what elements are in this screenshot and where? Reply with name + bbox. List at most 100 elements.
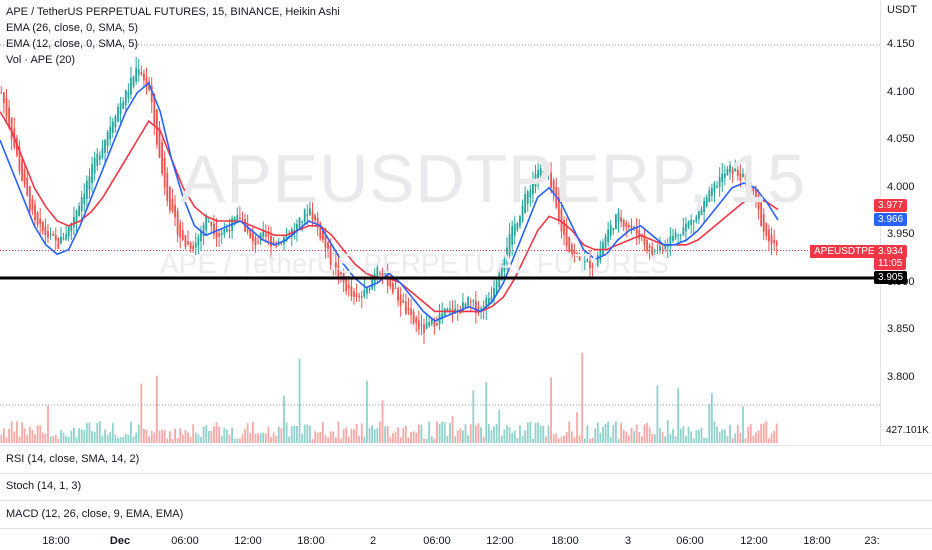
volume-bar bbox=[638, 432, 641, 443]
candle-body bbox=[519, 216, 521, 227]
candle-body bbox=[423, 324, 425, 333]
volume-bar bbox=[565, 432, 568, 443]
candle-body bbox=[28, 186, 31, 212]
volume-bar bbox=[44, 433, 47, 443]
volume-bar bbox=[526, 422, 529, 443]
candle-body bbox=[391, 282, 394, 293]
stoch-label[interactable]: Stoch (14, 1, 3) bbox=[6, 480, 82, 492]
volume-bar bbox=[529, 421, 532, 443]
volume-bar bbox=[360, 423, 363, 443]
volume-bar bbox=[493, 426, 495, 443]
volume-bar bbox=[8, 428, 10, 443]
candle-body bbox=[752, 187, 755, 192]
volume-bar bbox=[773, 430, 776, 443]
volume-bar bbox=[713, 421, 716, 443]
candle-body bbox=[218, 233, 221, 237]
volume-bar bbox=[166, 438, 169, 443]
candle-body bbox=[145, 76, 148, 87]
candlestick-plot[interactable] bbox=[0, 0, 880, 445]
volume-bar bbox=[368, 427, 371, 443]
candle-body bbox=[296, 223, 298, 232]
rsi-label[interactable]: RSI (14, close, SMA, 14, 2) bbox=[6, 453, 140, 465]
candle-body bbox=[215, 229, 218, 238]
time-tick-label: 23: bbox=[864, 535, 880, 547]
volume-bar bbox=[280, 428, 283, 443]
volume-legend[interactable]: Vol · APE (20) bbox=[6, 54, 76, 66]
volume-bar bbox=[181, 434, 184, 443]
volume-bar bbox=[28, 426, 31, 443]
candle-body bbox=[687, 221, 690, 228]
volume-bar bbox=[275, 435, 278, 443]
candle-body bbox=[602, 242, 604, 255]
candle-body bbox=[65, 234, 68, 240]
candle-body bbox=[690, 219, 693, 225]
volume-bar bbox=[708, 404, 711, 443]
symbol-title[interactable]: APE / TetherUS PERPETUAL FUTURES, 15, BI… bbox=[6, 6, 340, 18]
volume-bar bbox=[215, 422, 218, 443]
volume-bar bbox=[306, 424, 309, 443]
candle-body bbox=[41, 221, 44, 232]
volume-bar bbox=[695, 430, 698, 443]
candle-body bbox=[394, 287, 397, 290]
volume-bar bbox=[384, 426, 387, 443]
candle-body bbox=[314, 215, 316, 221]
candle-body bbox=[703, 200, 705, 212]
candle-body bbox=[557, 197, 560, 220]
macd-pane[interactable]: MACD (12, 26, close, 9, EMA, EMA) bbox=[0, 500, 932, 528]
volume-bar bbox=[443, 422, 446, 443]
stoch-pane[interactable]: Stoch (14, 1, 3) bbox=[0, 473, 932, 500]
candle-body bbox=[586, 260, 589, 262]
volume-bar bbox=[109, 431, 112, 443]
candle-body bbox=[630, 225, 633, 229]
candle-body bbox=[223, 229, 226, 235]
candle-body bbox=[36, 212, 39, 225]
candle-body bbox=[303, 209, 306, 222]
volume-bar bbox=[244, 428, 246, 443]
volume-bar bbox=[459, 428, 462, 443]
volume-bar bbox=[192, 424, 195, 443]
candle-body bbox=[270, 235, 272, 247]
candle-body bbox=[150, 85, 153, 103]
ema26-legend[interactable]: EMA (26, close, 0, SMA, 5) bbox=[6, 22, 139, 34]
candle-body bbox=[140, 72, 143, 75]
volume-bar bbox=[163, 430, 166, 443]
candle-body bbox=[430, 318, 433, 325]
volume-bar bbox=[85, 423, 88, 443]
volume-bar bbox=[602, 426, 604, 443]
volume-bar bbox=[143, 428, 145, 443]
volume-bar bbox=[557, 438, 560, 443]
volume-bar bbox=[436, 421, 438, 443]
candle-body bbox=[301, 221, 304, 223]
candle-body bbox=[768, 229, 770, 242]
volume-bar bbox=[342, 428, 345, 443]
macd-label[interactable]: MACD (12, 26, close, 9, EMA, EMA) bbox=[6, 508, 184, 520]
volume-bar bbox=[635, 424, 638, 443]
volume-bar bbox=[524, 430, 527, 443]
price-chart[interactable]: APEUSDTPERP, 15 APE / TetherUS PERPETUAL… bbox=[0, 0, 880, 445]
volume-bar bbox=[54, 434, 57, 443]
candle-body bbox=[661, 248, 664, 250]
volume-bar bbox=[26, 434, 29, 443]
candle-body bbox=[130, 77, 132, 95]
ema12-legend[interactable]: EMA (12, close, 0, SMA, 5) bbox=[6, 38, 139, 50]
candle-body bbox=[773, 239, 776, 243]
candle-body bbox=[635, 227, 638, 234]
volume-bar bbox=[744, 438, 747, 443]
price-tick-label: 3.950 bbox=[887, 228, 915, 241]
candle-body bbox=[524, 194, 527, 214]
candle-body bbox=[67, 226, 70, 237]
candle-body bbox=[573, 250, 576, 256]
volume-bar bbox=[430, 436, 433, 443]
volume-bar bbox=[187, 432, 189, 443]
candle-body bbox=[697, 211, 700, 219]
volume-bar bbox=[153, 432, 156, 443]
volume-bar bbox=[207, 430, 210, 443]
volume-bar bbox=[498, 409, 501, 443]
candle-body bbox=[620, 217, 623, 222]
candle-body bbox=[21, 159, 23, 181]
volume-bar bbox=[516, 438, 519, 443]
candle-body bbox=[552, 180, 555, 194]
time-axis[interactable]: 18:00 Dec 06:00 12:00 18:00 2 06:00 12:00 18:00 3… bbox=[0, 528, 932, 550]
rsi-pane[interactable]: RSI (14, close, SMA, 14, 2) bbox=[0, 445, 932, 473]
candle-body bbox=[109, 126, 112, 140]
